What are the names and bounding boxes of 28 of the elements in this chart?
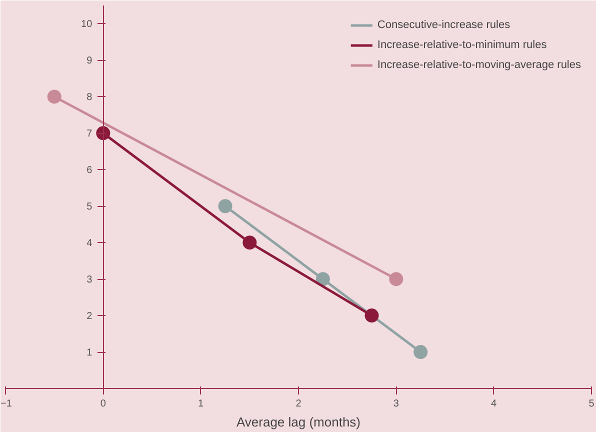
point — [364, 308, 379, 323]
point — [242, 236, 257, 250]
point — [316, 272, 330, 286]
x-tick-label: 0 — [100, 398, 106, 410]
y-tick-label: 5 — [86, 202, 93, 213]
point — [389, 272, 404, 286]
point — [414, 345, 428, 360]
x-axis-title: Average lag (months) — [236, 414, 361, 430]
y-tick-label: 1 — [86, 348, 93, 359]
x-tick-label: −1 — [0, 398, 12, 410]
x-tick-label: 2 — [296, 398, 302, 410]
y-tick-label: 6 — [86, 165, 93, 176]
legend-label: Consecutive-increase rules — [377, 18, 510, 32]
y-tick-label: 7 — [86, 128, 93, 140]
y-tick-label: 9 — [86, 56, 93, 67]
x-tick-label: 3 — [393, 398, 400, 410]
y-tick-label: 10 — [81, 19, 93, 30]
y-tick-label: 8 — [86, 92, 93, 104]
y-tick-label: 4 — [86, 238, 93, 250]
legend-label: Increase-relative-to-minimum rules — [377, 38, 547, 52]
point — [218, 199, 232, 214]
x-tick-label: 5 — [588, 398, 595, 410]
point — [47, 90, 62, 104]
y-tick-label: 2 — [86, 311, 93, 322]
legend-label: Increase-relative-to-moving-average rules — [377, 58, 581, 72]
y-tick-label: 3 — [86, 274, 93, 286]
x-tick-label: 4 — [491, 398, 498, 410]
x-tick-label: 1 — [198, 398, 204, 410]
